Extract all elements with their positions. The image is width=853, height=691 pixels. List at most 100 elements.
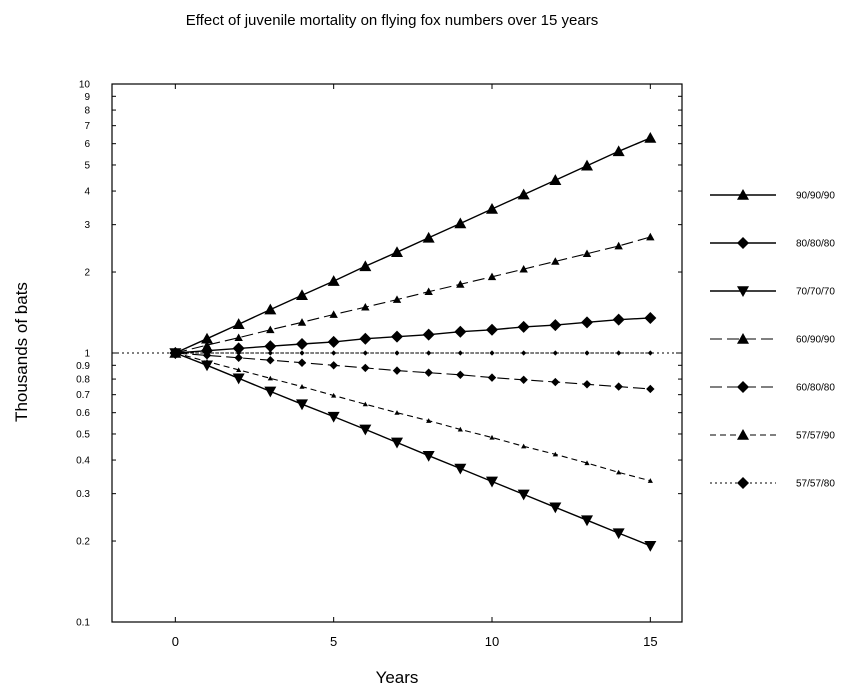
y-tick-label: 0.2 bbox=[76, 537, 90, 548]
legend-item: 57/57/80 bbox=[710, 477, 835, 490]
data-point bbox=[614, 382, 623, 391]
legend-marker bbox=[737, 477, 749, 489]
legend-marker bbox=[737, 286, 749, 297]
data-point bbox=[359, 332, 372, 345]
data-point bbox=[457, 350, 463, 356]
data-point bbox=[296, 338, 308, 351]
series-line bbox=[175, 352, 651, 390]
data-point bbox=[612, 313, 625, 326]
series-70-70-70 bbox=[169, 348, 657, 552]
x-tick-label: 5 bbox=[330, 634, 337, 649]
data-point bbox=[234, 333, 243, 342]
data-point bbox=[521, 443, 527, 449]
data-point bbox=[264, 303, 277, 315]
legend-label: 60/90/90 bbox=[796, 335, 835, 346]
legend-label: 90/90/90 bbox=[796, 191, 835, 202]
legend-marker bbox=[737, 189, 749, 200]
data-point bbox=[392, 366, 402, 375]
y-tick-label: 0.1 bbox=[76, 618, 90, 629]
x-tick-label: 15 bbox=[643, 634, 657, 649]
x-tick-label: 0 bbox=[172, 634, 179, 649]
data-point bbox=[424, 368, 433, 377]
data-point bbox=[519, 375, 528, 385]
data-point bbox=[584, 350, 590, 356]
data-point bbox=[422, 328, 435, 341]
series-line bbox=[175, 236, 651, 354]
data-point bbox=[422, 450, 435, 462]
data-point bbox=[644, 131, 657, 143]
y-tick-label: 0.5 bbox=[76, 429, 90, 440]
data-point bbox=[359, 260, 372, 272]
y-tick-label: 10 bbox=[79, 80, 91, 91]
data-point bbox=[267, 375, 273, 381]
data-point bbox=[616, 469, 622, 475]
series-line bbox=[175, 352, 651, 482]
data-point bbox=[489, 350, 495, 356]
legend-label: 70/70/70 bbox=[796, 287, 835, 298]
data-point bbox=[612, 145, 625, 157]
data-point bbox=[264, 386, 277, 398]
series-line bbox=[175, 317, 651, 354]
data-point bbox=[647, 478, 653, 483]
data-point bbox=[426, 350, 432, 356]
data-point bbox=[521, 350, 527, 356]
data-point bbox=[424, 287, 433, 296]
data-point bbox=[266, 325, 275, 334]
data-point bbox=[549, 319, 562, 332]
legend-marker bbox=[737, 237, 749, 249]
data-point bbox=[394, 410, 400, 415]
data-point bbox=[394, 350, 400, 356]
data-point bbox=[172, 350, 178, 356]
data-point bbox=[454, 463, 467, 475]
data-point bbox=[296, 289, 308, 301]
data-point bbox=[581, 316, 593, 329]
data-point bbox=[457, 426, 463, 432]
legend-marker bbox=[737, 381, 749, 393]
y-tick-label: 0.7 bbox=[76, 390, 90, 401]
data-point bbox=[517, 320, 530, 333]
data-point bbox=[232, 318, 245, 329]
data-point bbox=[361, 302, 370, 311]
legend-item: 90/90/90 bbox=[710, 189, 835, 202]
data-point bbox=[614, 241, 623, 250]
y-tick-label: 8 bbox=[84, 106, 90, 117]
legend-marker bbox=[737, 333, 749, 344]
data-point bbox=[616, 350, 622, 356]
data-point bbox=[647, 350, 653, 356]
data-point bbox=[486, 323, 498, 336]
series-80-80-80 bbox=[169, 311, 657, 359]
data-point bbox=[456, 280, 465, 288]
data-point bbox=[327, 411, 340, 423]
data-point bbox=[331, 350, 337, 356]
series-line bbox=[175, 137, 651, 354]
data-point bbox=[327, 275, 340, 286]
data-point bbox=[297, 318, 307, 326]
data-point bbox=[232, 373, 245, 385]
x-axis-title: Years bbox=[376, 668, 419, 687]
data-point bbox=[646, 232, 655, 241]
data-point bbox=[329, 361, 338, 370]
y-tick-label: 6 bbox=[84, 139, 90, 150]
legend-item: 60/90/90 bbox=[710, 333, 835, 346]
data-point bbox=[486, 203, 498, 214]
data-point bbox=[296, 399, 308, 411]
data-point bbox=[392, 295, 402, 303]
legend: 90/90/90 80/80/80 70/70/70 60/90/90 60/80/80… bbox=[710, 189, 835, 490]
data-point bbox=[329, 310, 338, 318]
legend-label: 60/80/80 bbox=[796, 383, 835, 394]
data-point bbox=[361, 363, 370, 373]
data-point bbox=[584, 460, 590, 466]
data-point bbox=[582, 380, 592, 389]
data-point bbox=[362, 350, 368, 356]
data-point bbox=[489, 434, 495, 440]
data-point bbox=[236, 367, 242, 373]
data-point bbox=[391, 246, 403, 257]
legend-item: 60/80/80 bbox=[710, 381, 835, 394]
y-tick-label: 0.3 bbox=[76, 489, 90, 500]
legend-label: 57/57/80 bbox=[796, 479, 835, 490]
legend-label: 57/57/90 bbox=[796, 431, 835, 442]
series-60-90-90 bbox=[171, 232, 655, 357]
legend-item: 70/70/70 bbox=[710, 286, 835, 298]
